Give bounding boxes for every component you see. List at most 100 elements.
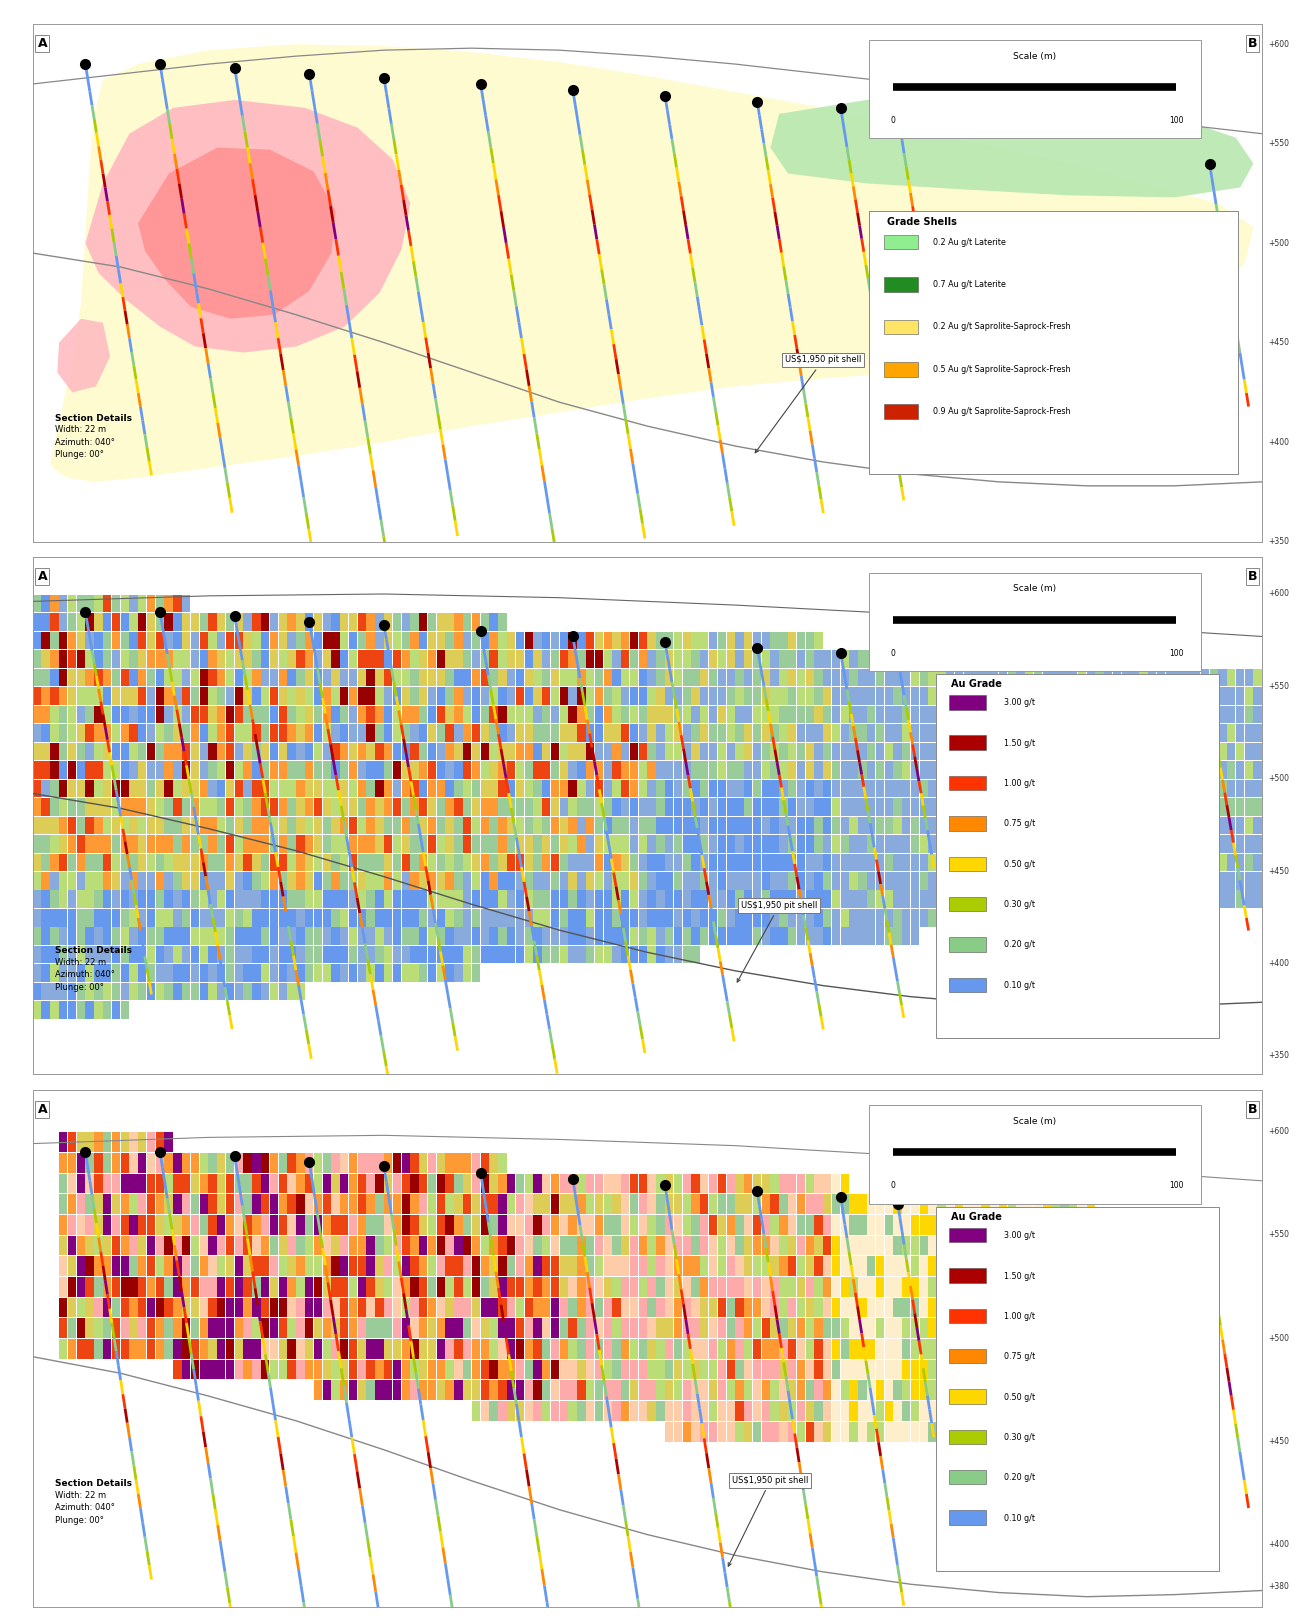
Bar — [77, 632, 85, 650]
Bar — [999, 779, 1007, 797]
Bar — [508, 946, 515, 964]
Bar — [630, 1401, 638, 1421]
Bar — [972, 872, 981, 889]
Bar — [744, 891, 752, 909]
Bar — [903, 1236, 910, 1256]
Bar — [191, 614, 199, 630]
Bar — [542, 1277, 551, 1296]
Bar — [1139, 687, 1147, 705]
Bar — [569, 669, 577, 687]
Bar — [68, 854, 76, 872]
Bar — [173, 1277, 182, 1296]
Bar — [59, 964, 68, 982]
Polygon shape — [139, 147, 336, 319]
Bar — [884, 872, 893, 889]
Bar — [252, 834, 260, 852]
Bar — [1025, 669, 1033, 687]
Bar — [683, 927, 691, 944]
Bar — [323, 1215, 331, 1234]
Bar — [1130, 724, 1139, 742]
Bar — [525, 761, 532, 779]
Bar — [340, 834, 348, 852]
Bar — [1069, 834, 1078, 852]
Bar — [577, 1319, 586, 1338]
Bar — [103, 983, 111, 1001]
Bar — [349, 816, 357, 834]
Bar — [849, 909, 858, 927]
Bar — [146, 909, 156, 927]
Bar — [1052, 706, 1059, 723]
Bar — [647, 1277, 655, 1296]
Bar — [446, 724, 454, 742]
Bar — [586, 1236, 594, 1256]
Bar — [252, 927, 260, 944]
Bar — [262, 761, 269, 779]
Bar — [1061, 1236, 1069, 1256]
Bar — [296, 1340, 305, 1359]
Bar — [1087, 779, 1095, 797]
Bar — [331, 946, 340, 964]
Bar — [780, 687, 787, 705]
Bar — [551, 761, 560, 779]
Bar — [305, 779, 314, 797]
Bar — [437, 1257, 445, 1277]
Bar — [823, 834, 832, 852]
Bar — [139, 1215, 146, 1234]
Bar — [955, 761, 963, 779]
Bar — [146, 1277, 156, 1296]
Bar — [884, 909, 893, 927]
Bar — [797, 1173, 806, 1194]
Bar — [647, 669, 655, 687]
Bar — [638, 1215, 647, 1234]
Bar — [753, 834, 761, 852]
Bar — [709, 1359, 717, 1380]
Bar — [489, 632, 498, 650]
Bar — [515, 1194, 525, 1213]
Bar — [1025, 779, 1033, 797]
Bar — [893, 706, 901, 723]
Bar — [498, 1277, 506, 1296]
FancyBboxPatch shape — [948, 735, 986, 750]
Bar — [208, 872, 217, 889]
Bar — [463, 1236, 471, 1256]
Bar — [683, 1401, 691, 1421]
Bar — [806, 799, 814, 815]
Bar — [1087, 799, 1095, 815]
Bar — [1052, 1359, 1059, 1380]
Bar — [385, 632, 392, 650]
Bar — [85, 614, 94, 630]
Bar — [472, 854, 480, 872]
Bar — [1113, 650, 1121, 667]
Bar — [955, 1194, 963, 1213]
Bar — [858, 1298, 867, 1317]
Bar — [366, 724, 375, 742]
Bar — [1245, 799, 1253, 815]
Bar — [262, 946, 269, 964]
Bar — [1033, 1340, 1042, 1359]
Bar — [964, 1422, 972, 1442]
Bar — [1007, 1236, 1016, 1256]
Bar — [139, 1257, 146, 1277]
Bar — [279, 1215, 286, 1234]
Bar — [385, 650, 392, 667]
Bar — [217, 964, 225, 982]
Bar — [893, 1340, 901, 1359]
Bar — [832, 724, 840, 742]
Bar — [243, 706, 252, 723]
Bar — [515, 872, 525, 889]
Bar — [525, 799, 532, 815]
Bar — [77, 964, 85, 982]
Bar — [910, 706, 920, 723]
Bar — [357, 872, 366, 889]
Bar — [279, 742, 286, 760]
Bar — [288, 742, 296, 760]
Bar — [226, 834, 234, 852]
Bar — [191, 1359, 199, 1380]
Bar — [612, 1194, 621, 1213]
Bar — [718, 761, 726, 779]
Bar — [243, 1194, 252, 1213]
Bar — [815, 891, 823, 909]
Bar — [726, 834, 735, 852]
Bar — [929, 1359, 937, 1380]
Bar — [1201, 854, 1209, 872]
